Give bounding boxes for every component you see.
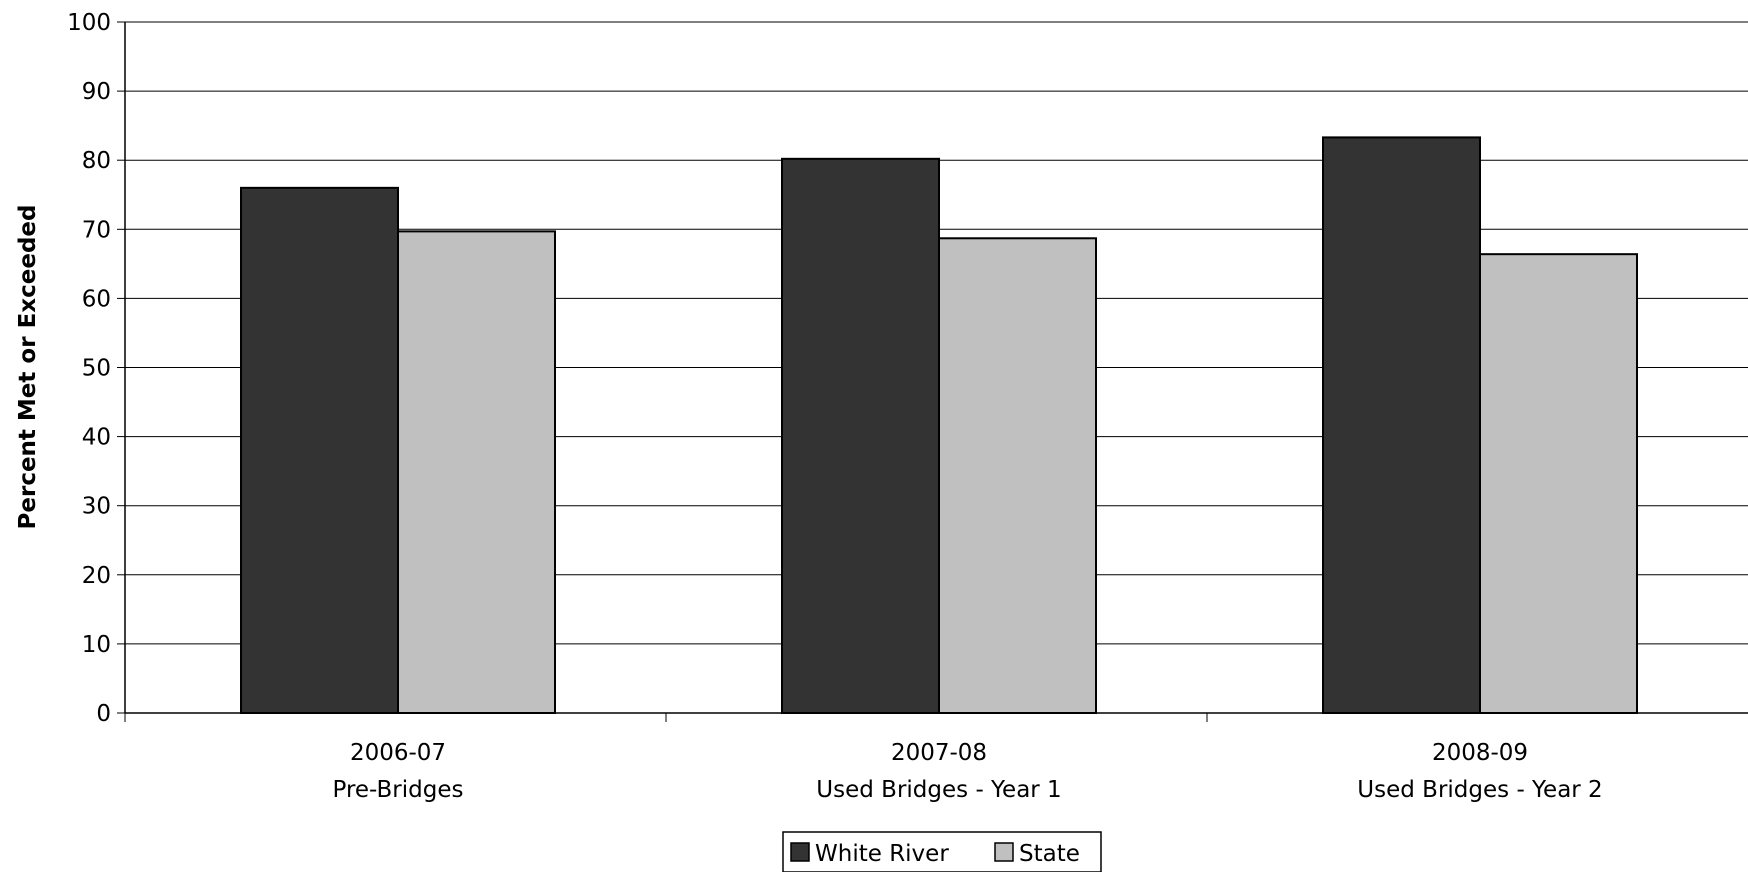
x-category-label-line2: Pre-Bridges	[332, 777, 463, 803]
y-tick-label: 60	[82, 286, 111, 312]
x-category-label-line2: Used Bridges - Year 1	[816, 777, 1061, 803]
y-tick-label: 40	[82, 425, 111, 451]
legend-swatch-state	[994, 842, 1014, 862]
y-axis-ticks: 0 10 20 30 40 50 60 70 80 90 100	[67, 10, 125, 727]
legend: White River State	[782, 831, 1102, 872]
y-tick-label: 10	[82, 632, 111, 658]
x-category-label-line1: 2007-08	[891, 740, 987, 766]
y-tick-label: 90	[82, 79, 111, 105]
legend-label-state: State	[1019, 841, 1080, 867]
y-tick-label: 50	[82, 356, 111, 382]
legend-label-white-river: White River	[815, 841, 949, 867]
y-tick-label: 100	[67, 10, 111, 36]
bar-white-river-0	[240, 186, 399, 714]
y-tick-label: 70	[82, 217, 111, 243]
x-axis-labels: 2006-07 Pre-Bridges 2007-08 Used Bridges - …	[332, 740, 1602, 803]
x-category-label-line1: 2008-09	[1432, 740, 1528, 766]
x-category-label-line2: Used Bridges - Year 2	[1357, 777, 1602, 803]
legend-swatch-white-river	[790, 842, 810, 862]
y-tick-label: 30	[82, 494, 111, 520]
y-tick-label: 0	[96, 701, 111, 727]
y-tick-label: 20	[82, 563, 111, 589]
bars	[240, 136, 1638, 715]
bar-state-0	[397, 230, 556, 715]
axes	[124, 22, 1748, 722]
bar-white-river-2	[1322, 136, 1481, 715]
bar-state-2	[1479, 253, 1638, 714]
bar-white-river-1	[781, 157, 940, 714]
legend-box	[782, 831, 1102, 872]
y-tick-label: 80	[82, 148, 111, 174]
y-axis-title: Percent Met or Exceeded	[15, 205, 41, 530]
bar-state-1	[938, 237, 1097, 715]
x-category-label-line1: 2006-07	[350, 740, 446, 766]
